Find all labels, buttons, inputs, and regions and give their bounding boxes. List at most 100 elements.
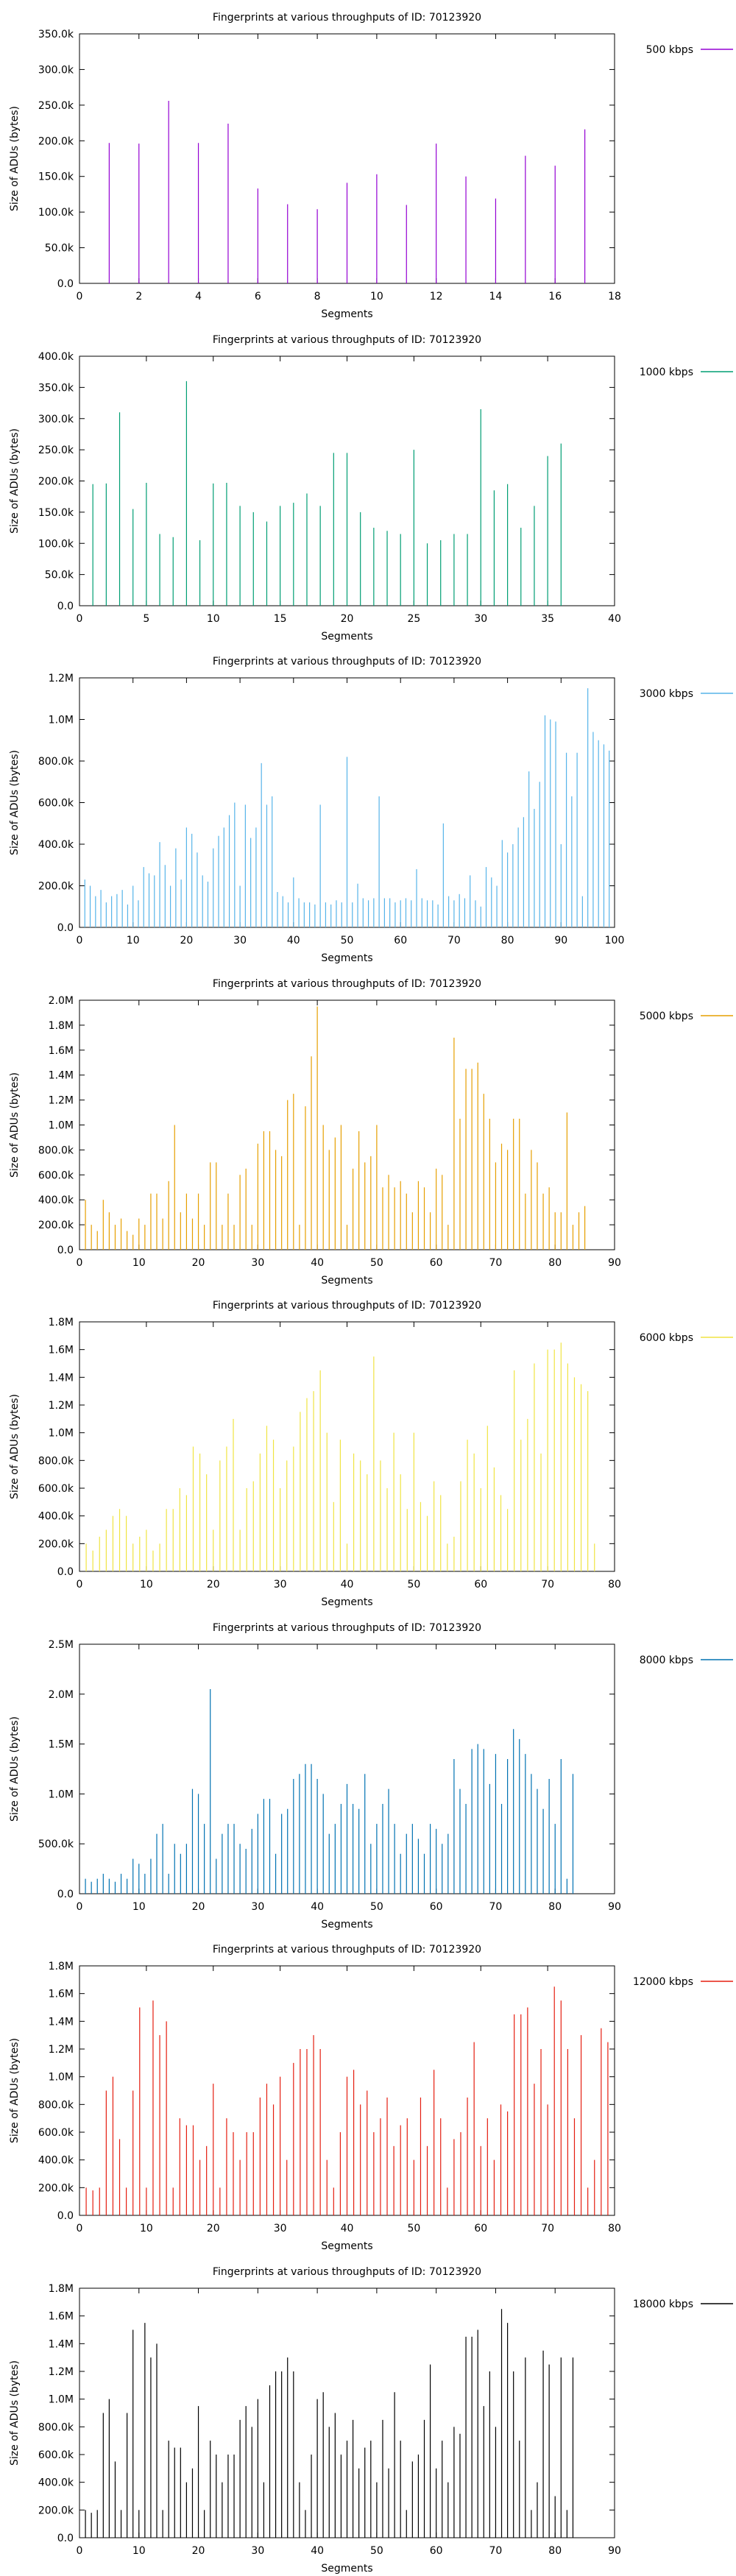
legend-label: 6000 kbps xyxy=(640,1332,693,1344)
x-tick-label: 0 xyxy=(77,613,83,625)
chart-panel: Fingerprints at various throughputs of I… xyxy=(9,334,733,643)
y-tick-label: 150.0k xyxy=(38,171,74,183)
x-tick-label: 10 xyxy=(140,2223,153,2234)
y-tick-label: 200.0k xyxy=(38,475,74,487)
y-tick-label: 1.0M xyxy=(49,1119,74,1131)
legend-label: 18000 kbps xyxy=(633,2299,693,2310)
y-tick-label: 0.0 xyxy=(57,922,74,934)
y-axis-label: Size of ADUs (bytes) xyxy=(9,2038,21,2143)
x-tick-label: 50 xyxy=(370,1901,383,1913)
y-tick-label: 0.0 xyxy=(57,1245,74,1256)
y-tick-label: 1.2M xyxy=(49,1094,74,1106)
x-tick-label: 25 xyxy=(407,613,420,625)
y-tick-label: 600.0k xyxy=(38,1170,74,1181)
x-tick-label: 40 xyxy=(287,935,300,946)
y-tick-label: 400.0k xyxy=(38,1195,74,1206)
y-tick-label: 800.0k xyxy=(38,1455,74,1467)
x-tick-label: 20 xyxy=(192,1257,205,1269)
x-tick-label: 2 xyxy=(135,291,142,302)
y-tick-label: 1.5M xyxy=(49,1738,74,1750)
y-tick-label: 2.0M xyxy=(49,995,74,1007)
x-tick-label: 4 xyxy=(195,291,202,302)
x-tick-label: 90 xyxy=(608,1901,621,1913)
x-axis-label: Segments xyxy=(321,952,372,964)
y-tick-label: 50.0k xyxy=(45,569,74,581)
plot-frame xyxy=(79,999,615,1250)
y-tick-label: 0.0 xyxy=(57,1889,74,1900)
y-tick-label: 1.0M xyxy=(49,1428,74,1440)
chart-title: Fingerprints at various throughputs of I… xyxy=(213,1622,481,1634)
y-tick-label: 800.0k xyxy=(38,756,74,768)
y-tick-label: 1.6M xyxy=(49,1989,74,2000)
y-tick-label: 600.0k xyxy=(38,2449,74,2461)
x-tick-label: 40 xyxy=(608,613,621,625)
x-tick-label: 30 xyxy=(251,2545,264,2557)
y-axis-label: Size of ADUs (bytes) xyxy=(9,106,21,211)
x-tick-label: 0 xyxy=(77,935,83,946)
y-tick-label: 0.0 xyxy=(57,2210,74,2222)
y-tick-label: 1.4M xyxy=(49,2338,74,2350)
legend-label: 1000 kbps xyxy=(640,367,693,378)
x-tick-label: 0 xyxy=(77,1579,83,1590)
x-tick-label: 60 xyxy=(394,935,407,946)
y-tick-label: 800.0k xyxy=(38,1144,74,1156)
x-axis-label: Segments xyxy=(321,2240,372,2252)
y-tick-label: 1.6M xyxy=(49,1345,74,1356)
x-axis-label: Segments xyxy=(321,1919,372,1931)
x-tick-label: 30 xyxy=(274,1579,287,1590)
x-tick-label: 14 xyxy=(489,291,503,302)
y-tick-label: 1.8M xyxy=(49,2283,74,2295)
chart-panel: Fingerprints at various throughputs of I… xyxy=(9,1622,733,1931)
x-tick-label: 0 xyxy=(77,2223,83,2234)
y-tick-label: 400.0k xyxy=(38,351,74,363)
y-tick-label: 400.0k xyxy=(38,839,74,851)
y-tick-label: 500.0k xyxy=(38,1839,74,1850)
x-tick-label: 20 xyxy=(192,1901,205,1913)
x-axis-label: Segments xyxy=(321,308,372,320)
x-tick-label: 50 xyxy=(370,1257,383,1269)
x-tick-label: 50 xyxy=(341,935,354,946)
x-tick-label: 6 xyxy=(255,291,261,302)
y-tick-label: 1.8M xyxy=(49,1961,74,1972)
y-axis-label: Size of ADUs (bytes) xyxy=(9,428,21,534)
x-tick-label: 10 xyxy=(207,613,220,625)
x-tick-label: 80 xyxy=(548,1901,562,1913)
x-tick-label: 80 xyxy=(501,935,514,946)
legend-label: 500 kbps xyxy=(646,44,693,56)
y-tick-label: 200.0k xyxy=(38,135,74,147)
y-tick-label: 600.0k xyxy=(38,2127,74,2139)
x-tick-label: 70 xyxy=(447,935,461,946)
x-tick-label: 15 xyxy=(274,613,287,625)
x-tick-label: 18 xyxy=(608,291,621,302)
y-tick-label: 400.0k xyxy=(38,1511,74,1523)
y-tick-label: 0.0 xyxy=(57,1566,74,1578)
y-tick-label: 1.8M xyxy=(49,1317,74,1328)
y-tick-label: 1.2M xyxy=(49,2366,74,2378)
y-axis-label: Size of ADUs (bytes) xyxy=(9,750,21,855)
y-tick-label: 1.0M xyxy=(49,1788,74,1800)
x-tick-label: 35 xyxy=(541,613,554,625)
x-tick-label: 70 xyxy=(541,1579,554,1590)
x-axis-label: Segments xyxy=(321,2563,372,2575)
y-tick-label: 800.0k xyxy=(38,2421,74,2433)
x-tick-label: 80 xyxy=(548,1257,562,1269)
y-tick-label: 200.0k xyxy=(38,1220,74,1231)
x-tick-label: 70 xyxy=(489,1901,503,1913)
chart-panel: Fingerprints at various throughputs of I… xyxy=(9,656,733,964)
chart-panel: Fingerprints at various throughputs of I… xyxy=(9,12,733,320)
y-tick-label: 150.0k xyxy=(38,506,74,518)
y-tick-label: 1.2M xyxy=(49,673,74,684)
x-axis-label: Segments xyxy=(321,1596,372,1608)
legend-label: 3000 kbps xyxy=(640,688,693,700)
x-tick-label: 0 xyxy=(77,2545,83,2557)
chart-title: Fingerprints at various throughputs of I… xyxy=(213,1300,481,1312)
legend-label: 5000 kbps xyxy=(640,1011,693,1022)
x-tick-label: 30 xyxy=(474,613,487,625)
legend-label: 8000 kbps xyxy=(640,1655,693,1666)
y-tick-label: 200.0k xyxy=(38,2182,74,2194)
x-tick-label: 40 xyxy=(311,1257,324,1269)
x-tick-label: 80 xyxy=(608,2223,621,2234)
x-tick-label: 40 xyxy=(311,2545,324,2557)
x-tick-label: 20 xyxy=(180,935,193,946)
x-tick-label: 70 xyxy=(541,2223,554,2234)
